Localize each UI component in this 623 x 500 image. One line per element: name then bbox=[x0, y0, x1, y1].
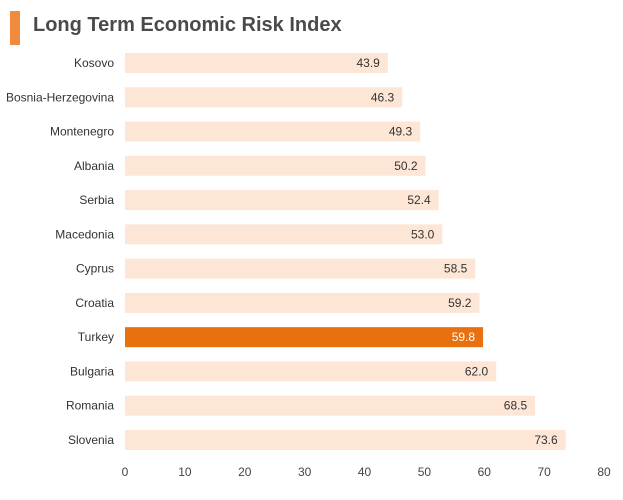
chart-title: Long Term Economic Risk Index bbox=[33, 14, 342, 36]
value-label-serbia: 52.4 bbox=[407, 193, 431, 207]
bar-slovenia bbox=[125, 429, 566, 450]
category-label-turkey: Turkey bbox=[78, 330, 114, 344]
category-label-macedonia: Macedonia bbox=[55, 227, 114, 241]
category-label-cyprus: Cyprus bbox=[76, 262, 114, 276]
category-label-croatia: Croatia bbox=[75, 296, 114, 310]
category-label-montenegro: Montenegro bbox=[50, 125, 114, 139]
x-tick-label-30: 30 bbox=[298, 465, 312, 479]
x-tick-label-10: 10 bbox=[178, 465, 192, 479]
category-label-bosnia-herzegovina: Bosnia-Herzegovina bbox=[6, 90, 114, 104]
value-label-bulgaria: 62.0 bbox=[465, 364, 489, 378]
value-label-macedonia: 53.0 bbox=[411, 227, 435, 241]
category-labels-group: Kosovo Bosnia-Herzegovina Montenegro Albani… bbox=[6, 56, 114, 447]
category-label-bulgaria: Bulgaria bbox=[70, 364, 114, 378]
bar-romania bbox=[125, 395, 536, 416]
bar-montenegro bbox=[125, 121, 421, 142]
value-label-croatia: 59.2 bbox=[448, 296, 472, 310]
x-tick-label-80: 80 bbox=[597, 465, 611, 479]
bar-albania bbox=[125, 155, 426, 176]
bar-bulgaria bbox=[125, 361, 497, 382]
x-tick-label-60: 60 bbox=[478, 465, 492, 479]
value-label-albania: 50.2 bbox=[394, 159, 418, 173]
value-label-slovenia: 73.6 bbox=[534, 433, 558, 447]
x-tick-label-20: 20 bbox=[238, 465, 252, 479]
value-labels-group: 43.9 46.3 49.3 50.2 52.4 53.0 58.5 59.2 59.8 62.0… bbox=[356, 56, 558, 447]
bar-cyprus bbox=[125, 258, 476, 279]
category-label-romania: Romania bbox=[66, 399, 114, 413]
category-label-albania: Albania bbox=[74, 159, 114, 173]
bars-group bbox=[125, 53, 566, 450]
value-label-kosovo: 43.9 bbox=[356, 56, 380, 70]
x-tick-label-40: 40 bbox=[358, 465, 372, 479]
bar-croatia bbox=[125, 292, 480, 313]
value-label-bosnia-herzegovina: 46.3 bbox=[371, 90, 395, 104]
value-label-montenegro: 49.3 bbox=[389, 125, 413, 139]
bar-serbia bbox=[125, 190, 439, 211]
category-label-serbia: Serbia bbox=[79, 193, 114, 207]
value-label-romania: 68.5 bbox=[504, 399, 528, 413]
category-label-slovenia: Slovenia bbox=[68, 433, 114, 447]
bar-bosnia-herzegovina bbox=[125, 87, 403, 108]
bar-kosovo bbox=[125, 53, 388, 73]
x-axis-ticks-group: 0 10 20 30 40 50 60 70 80 bbox=[122, 465, 611, 479]
value-label-turkey: 59.8 bbox=[452, 330, 476, 344]
bar-turkey bbox=[125, 327, 484, 348]
bar-macedonia bbox=[125, 224, 443, 245]
x-tick-label-0: 0 bbox=[122, 465, 129, 479]
category-label-kosovo: Kosovo bbox=[74, 56, 114, 70]
title-accent-bar bbox=[10, 11, 20, 45]
x-tick-label-70: 70 bbox=[537, 465, 551, 479]
x-tick-label-50: 50 bbox=[418, 465, 432, 479]
value-label-cyprus: 58.5 bbox=[444, 262, 468, 276]
